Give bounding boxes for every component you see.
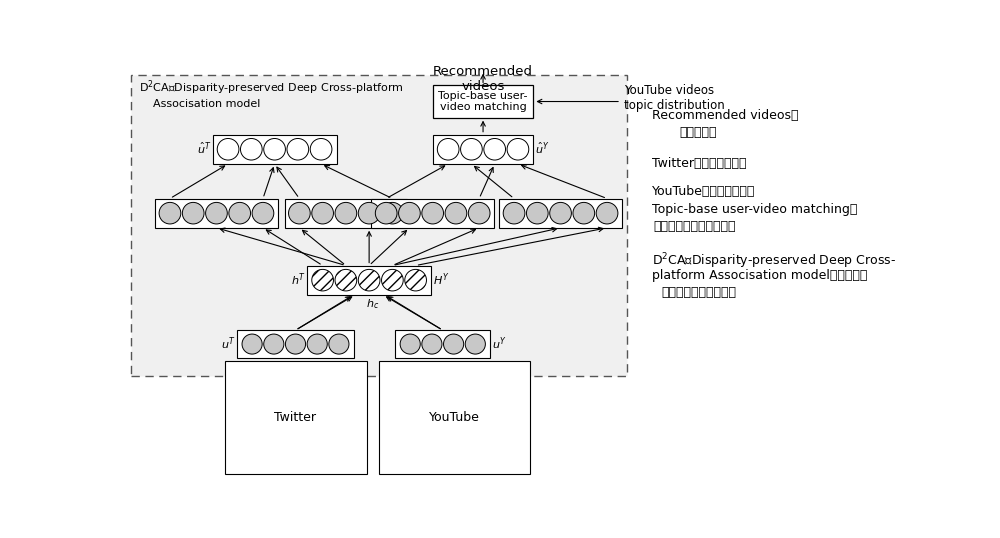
Text: platform Associsation model（差异保持: platform Associsation model（差异保持 — [652, 268, 867, 281]
Circle shape — [312, 202, 333, 224]
Circle shape — [335, 270, 357, 291]
Text: Twitter: Twitter — [274, 410, 316, 424]
Circle shape — [159, 202, 181, 224]
Circle shape — [550, 202, 571, 224]
Circle shape — [422, 334, 442, 354]
Text: $u^T$: $u^T$ — [221, 336, 236, 352]
Circle shape — [264, 334, 284, 354]
Bar — [433, 86, 533, 118]
Circle shape — [358, 202, 380, 224]
Text: Twitter：一种社交平台: Twitter：一种社交平台 — [652, 157, 746, 170]
Bar — [395, 330, 490, 358]
Circle shape — [422, 202, 444, 224]
Circle shape — [252, 202, 274, 224]
Circle shape — [358, 270, 380, 291]
Text: Recommended videos：: Recommended videos： — [652, 109, 798, 122]
Circle shape — [461, 138, 482, 160]
Circle shape — [375, 202, 397, 224]
Circle shape — [307, 334, 327, 354]
Bar — [285, 199, 407, 228]
Circle shape — [335, 202, 357, 224]
Bar — [499, 199, 622, 228]
Text: Topic-base user-
video matching: Topic-base user- video matching — [438, 91, 528, 112]
Circle shape — [503, 202, 525, 224]
Circle shape — [437, 138, 459, 160]
Bar — [371, 199, 494, 228]
Text: $u^Y$: $u^Y$ — [492, 336, 506, 352]
Circle shape — [289, 202, 310, 224]
Circle shape — [596, 202, 618, 224]
Text: Topic-base user-video matching：: Topic-base user-video matching： — [652, 203, 857, 216]
Circle shape — [405, 270, 426, 291]
Bar — [213, 134, 337, 164]
Circle shape — [465, 334, 485, 354]
Circle shape — [468, 202, 490, 224]
Circle shape — [206, 202, 227, 224]
Text: 深度跨平台关联模型）: 深度跨平台关联模型） — [661, 286, 736, 299]
Text: YouTube: YouTube — [429, 410, 480, 424]
Circle shape — [312, 270, 333, 291]
Circle shape — [217, 138, 239, 160]
Circle shape — [573, 202, 595, 224]
Circle shape — [526, 202, 548, 224]
Text: YouTube videos
topic distribution: YouTube videos topic distribution — [624, 84, 725, 112]
Circle shape — [229, 202, 251, 224]
Circle shape — [400, 334, 420, 354]
Circle shape — [382, 270, 403, 291]
Text: $\hat{u}^Y$: $\hat{u}^Y$ — [535, 141, 549, 157]
Circle shape — [445, 202, 467, 224]
Text: D$^2$CA：Disparity-preserved Deep Cross-platform
    Associsation model: D$^2$CA：Disparity-preserved Deep Cross-p… — [139, 79, 404, 109]
Text: YouTube：一种视频平台: YouTube：一种视频平台 — [652, 185, 755, 197]
Circle shape — [329, 334, 349, 354]
Text: 基于主题的用户视频匹配: 基于主题的用户视频匹配 — [653, 220, 736, 233]
Circle shape — [507, 138, 529, 160]
Circle shape — [287, 138, 309, 160]
Circle shape — [484, 138, 506, 160]
Circle shape — [240, 138, 262, 160]
Circle shape — [382, 202, 403, 224]
Circle shape — [264, 138, 285, 160]
Circle shape — [285, 334, 306, 354]
Bar — [155, 199, 278, 228]
Circle shape — [399, 202, 420, 224]
Bar — [307, 266, 431, 295]
Text: 推荐的视频: 推荐的视频 — [680, 126, 717, 139]
Bar — [433, 134, 533, 164]
Bar — [237, 330, 354, 358]
Circle shape — [444, 334, 464, 354]
FancyBboxPatch shape — [131, 75, 627, 377]
Circle shape — [182, 202, 204, 224]
Text: Recommended
videos: Recommended videos — [433, 65, 533, 93]
Text: $h^T$: $h^T$ — [291, 272, 306, 288]
Text: $h_c$: $h_c$ — [366, 297, 380, 311]
Text: $\hat{u}^T$: $\hat{u}^T$ — [197, 141, 211, 157]
Circle shape — [242, 334, 262, 354]
Text: $H^Y$: $H^Y$ — [433, 272, 449, 288]
Text: D$^2$CA：Disparity-preserved Deep Cross-: D$^2$CA：Disparity-preserved Deep Cross- — [652, 252, 896, 271]
Circle shape — [310, 138, 332, 160]
